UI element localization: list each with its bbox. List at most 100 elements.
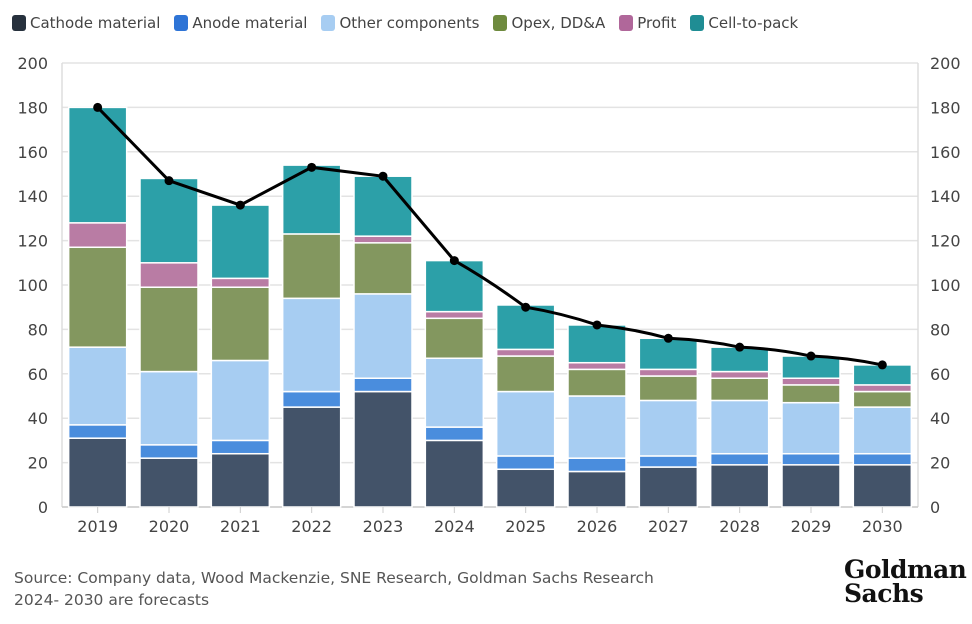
bar-anode-material	[495, 455, 556, 471]
goldman-sachs-logo: Goldman Sachs	[844, 557, 967, 608]
bar-anode-material	[353, 377, 413, 393]
y-tick-label: 180	[17, 98, 48, 117]
y2-tick-label: 140	[930, 187, 961, 206]
bar-other-components	[67, 346, 128, 426]
bar-cell-to-pack	[567, 324, 627, 364]
bar-opex-dd-a	[495, 355, 556, 393]
bar-opex-dd-a	[353, 242, 413, 295]
bar-anode-material	[210, 439, 271, 455]
bar-anode-material	[852, 452, 913, 466]
y2-tick-label: 20	[930, 454, 950, 473]
legend-label: Cathode material	[30, 14, 161, 32]
source-text: Source: Company data, Wood Mackenzie, SN…	[14, 569, 654, 587]
legend: Cathode material Anode material Other comp…	[12, 14, 798, 32]
bar-other-components	[709, 399, 770, 455]
legend-label: Opex, DD&A	[511, 14, 606, 32]
y-tick-label: 200	[17, 54, 48, 73]
x-tick-label: 2029	[791, 517, 832, 536]
y-tick-label: 20	[28, 454, 48, 473]
bar-cathode-material	[281, 406, 342, 508]
bar-other-components	[495, 390, 556, 457]
bar-opex-dd-a	[210, 286, 271, 362]
y-tick-label: 60	[28, 365, 48, 384]
bar-opex-dd-a	[781, 384, 841, 404]
legend-label: Anode material	[192, 14, 308, 32]
x-tick-label: 2021	[220, 517, 261, 536]
x-tick-label: 2024	[434, 517, 475, 536]
bar-anode-material	[67, 424, 128, 439]
legend-swatch	[174, 15, 189, 31]
bar-profit	[709, 370, 770, 379]
line-point	[663, 333, 673, 343]
legend-swatch	[619, 15, 634, 31]
x-tick-label: 2023	[363, 517, 404, 536]
bar-cathode-material	[139, 457, 199, 508]
legend-item: Profit	[619, 14, 676, 32]
y2-tick-label: 60	[930, 365, 950, 384]
line-point	[806, 351, 816, 361]
bar-profit	[852, 384, 913, 393]
line-point	[235, 200, 245, 210]
bar-cathode-material	[210, 452, 271, 508]
bar-profit	[139, 262, 199, 288]
x-tick-label: 2028	[719, 517, 760, 536]
legend-item: Opex, DD&A	[493, 14, 605, 32]
line-point	[877, 360, 887, 370]
bar-cathode-material	[424, 439, 485, 508]
bar-anode-material	[281, 390, 342, 408]
bar-cell-to-pack	[67, 106, 128, 224]
source-note: Source: Company data, Wood Mackenzie, SN…	[14, 567, 654, 611]
line-point	[592, 320, 602, 330]
x-tick-label: 2022	[291, 517, 332, 536]
y-tick-label: 0	[38, 498, 48, 517]
line-point	[378, 171, 388, 181]
chart: 0 20 40 60 80 100 120 140 160 180 200 0 20 40 60 80 100 1…	[17, 54, 961, 536]
bar-anode-material	[424, 426, 485, 442]
bar-profit	[567, 361, 627, 371]
legend-item: Other components	[321, 14, 479, 32]
legend-item: Cathode material	[12, 14, 160, 32]
y2-tick-label: 0	[930, 498, 940, 517]
legend-item: Anode material	[174, 14, 307, 32]
legend-swatch	[690, 15, 705, 31]
legend-swatch	[321, 15, 336, 31]
y-tick-label: 80	[28, 320, 48, 339]
legend-label: Cell-to-pack	[708, 14, 799, 32]
bar-other-components	[210, 359, 271, 442]
y2-tick-label: 40	[930, 409, 950, 428]
y2-tick-label: 80	[930, 320, 950, 339]
logo-line-2: Sachs	[844, 579, 924, 608]
line-point	[449, 256, 459, 266]
bar-opex-dd-a	[281, 233, 342, 300]
bar-profit	[424, 310, 485, 320]
bar-anode-material	[139, 444, 199, 459]
bar-opex-dd-a	[424, 317, 485, 360]
bar-other-components	[567, 395, 627, 459]
bar-profit	[495, 348, 556, 357]
bar-cathode-material	[353, 390, 413, 508]
bar-cell-to-pack	[638, 337, 699, 371]
bar-cell-to-pack	[139, 177, 199, 264]
bar-cathode-material	[495, 468, 556, 508]
legend-swatch	[493, 15, 508, 31]
bar-cathode-material	[852, 464, 913, 508]
bar-other-components	[139, 370, 199, 446]
bar-opex-dd-a	[567, 368, 627, 397]
bar-cell-to-pack	[353, 175, 413, 237]
y2-tick-label: 200	[930, 54, 961, 73]
x-tick-label: 2025	[505, 517, 546, 536]
bar-cell-to-pack	[495, 304, 556, 351]
bar-cell-to-pack	[281, 164, 342, 235]
bar-cathode-material	[709, 464, 770, 508]
y-tick-label: 100	[17, 276, 48, 295]
bar-other-components	[781, 401, 841, 455]
bar-other-components	[852, 406, 913, 455]
legend-swatch	[12, 15, 26, 31]
bar-profit	[638, 368, 699, 377]
bar-profit	[67, 222, 128, 249]
y-tick-label: 40	[28, 409, 48, 428]
y2-tick-label: 160	[930, 143, 961, 162]
y-tick-label: 120	[17, 232, 48, 251]
bar-opex-dd-a	[139, 286, 199, 373]
legend-label: Other components	[339, 14, 480, 32]
